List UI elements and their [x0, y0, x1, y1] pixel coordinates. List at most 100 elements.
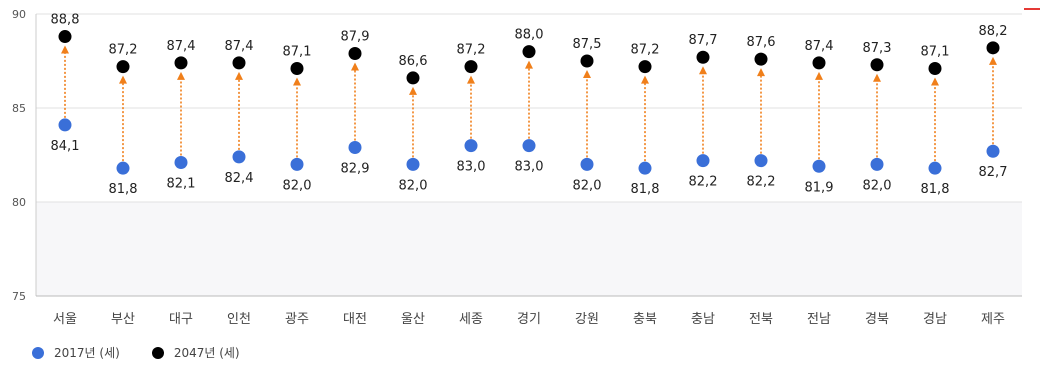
label-2017-대전: 82,9: [341, 161, 370, 176]
point-2017-서울: [58, 118, 72, 132]
label-2047-전남: 87,4: [805, 39, 834, 54]
point-2017-세종: [464, 139, 478, 153]
point-2047-경남: [928, 62, 942, 76]
x-tick-강원: 강원: [575, 312, 599, 327]
label-2047-광주: 87,1: [283, 45, 312, 60]
label-2047-충남: 87,7: [689, 33, 718, 48]
x-tick-대구: 대구: [169, 312, 193, 327]
point-2017-부산: [116, 161, 130, 175]
arrowhead-전남: [815, 71, 823, 80]
label-2047-전북: 87,6: [747, 35, 776, 50]
label-2047-제주: 88,2: [979, 24, 1008, 39]
point-2047-전남: [812, 56, 826, 70]
point-2047-부산: [116, 60, 130, 74]
point-2017-울산: [406, 157, 420, 171]
point-2047-제주: [986, 41, 1000, 55]
arrowhead-제주: [989, 56, 997, 65]
point-2047-대구: [174, 56, 188, 70]
point-2047-세종: [464, 60, 478, 74]
label-2047-울산: 86,6: [399, 54, 428, 69]
label-2017-전북: 82,2: [747, 175, 776, 190]
point-2047-경기: [522, 45, 536, 59]
arrowhead-강원: [583, 70, 591, 78]
x-tick-부산: 부산: [111, 312, 135, 327]
x-tick-경기: 경기: [517, 312, 541, 327]
arrowhead-전북: [757, 68, 765, 77]
legend-item-2047[interactable]: 2047년 (세): [151, 344, 240, 361]
arrowhead-부산: [119, 75, 127, 84]
point-2047-강원: [580, 54, 594, 68]
label-2017-충북: 81,8: [631, 182, 660, 197]
label-2047-경북: 87,3: [863, 41, 892, 56]
point-2017-제주: [986, 144, 1000, 158]
x-tick-광주: 광주: [285, 312, 309, 327]
arrowhead-인천: [235, 71, 243, 80]
label-2047-경남: 87,1: [921, 45, 950, 60]
x-tick-충북: 충북: [633, 312, 657, 327]
label-2017-대구: 82,1: [167, 177, 196, 192]
chart-svg: 75 80 85 90 84,1 88,8 서울 81,8 87,2 부산 82,1 87,4 대구 82…: [12, 8, 1022, 327]
label-2017-경기: 83,0: [515, 160, 544, 175]
point-2017-광주: [290, 157, 304, 171]
arrowhead-울산: [409, 86, 417, 95]
x-tick-대전: 대전: [343, 312, 367, 327]
point-2047-인천: [232, 56, 246, 70]
x-tick-세종: 세종: [459, 312, 483, 327]
label-2047-인천: 87,4: [225, 39, 254, 54]
label-2017-인천: 82,4: [225, 171, 254, 186]
label-2047-부산: 87,2: [109, 43, 138, 58]
label-2047-세종: 87,2: [457, 43, 486, 58]
x-tick-전남: 전남: [807, 312, 831, 327]
legend-item-2017[interactable]: 2017년 (세): [32, 344, 120, 361]
point-2017-경기: [522, 139, 536, 153]
arrowhead-경남: [931, 77, 939, 86]
legend-dot-2017: [32, 346, 44, 359]
point-2047-광주: [290, 62, 304, 76]
point-2047-경북: [870, 58, 884, 72]
x-tick-경북: 경북: [865, 312, 889, 327]
arrowhead-서울: [61, 45, 69, 54]
label-2047-대전: 87,9: [341, 29, 370, 44]
arrowhead-광주: [293, 77, 301, 86]
legend-dot-2047: [151, 346, 164, 359]
y-tick-85: 85: [12, 102, 26, 115]
point-2017-강원: [580, 157, 594, 171]
point-2047-충북: [638, 60, 652, 74]
x-tick-인천: 인천: [227, 312, 251, 327]
x-tick-제주: 제주: [981, 312, 1005, 327]
arrowhead-대구: [177, 71, 185, 80]
legend-label-2047: 2047년 (세): [173, 346, 240, 360]
y-tick-75: 75: [12, 290, 26, 303]
x-tick-전북: 전북: [749, 312, 773, 327]
point-2017-충남: [696, 154, 710, 168]
point-2017-인천: [232, 150, 246, 164]
legend-label-2017: 2017년 (세): [54, 346, 120, 360]
point-2017-경북: [870, 157, 884, 171]
label-2017-강원: 82,0: [573, 178, 602, 193]
y-tick-90: 90: [12, 8, 26, 21]
label-2017-충남: 82,2: [689, 175, 718, 190]
point-2017-충북: [638, 161, 652, 175]
label-2017-부산: 81,8: [109, 182, 138, 197]
arrowhead-충북: [641, 75, 649, 84]
x-tick-울산: 울산: [401, 312, 425, 327]
point-2047-전북: [754, 52, 768, 66]
point-2017-전남: [812, 159, 826, 173]
arrowhead-경북: [873, 73, 881, 82]
y-tick-80: 80: [12, 196, 26, 209]
label-2047-서울: 88,8: [51, 13, 80, 28]
label-2047-대구: 87,4: [167, 39, 196, 54]
label-2047-강원: 87,5: [573, 37, 602, 52]
legend: 2017년 (세) 2047년 (세): [32, 344, 240, 361]
arrowhead-세종: [467, 75, 475, 84]
point-2017-전북: [754, 154, 768, 168]
label-2017-울산: 82,0: [399, 178, 428, 193]
point-2047-충남: [696, 50, 710, 64]
x-tick-경남: 경남: [923, 312, 947, 327]
label-2017-경남: 81,8: [921, 182, 950, 197]
label-2017-경북: 82,0: [863, 178, 892, 193]
label-2017-광주: 82,0: [283, 178, 312, 193]
point-2017-대구: [174, 156, 188, 170]
point-2017-경남: [928, 161, 942, 175]
